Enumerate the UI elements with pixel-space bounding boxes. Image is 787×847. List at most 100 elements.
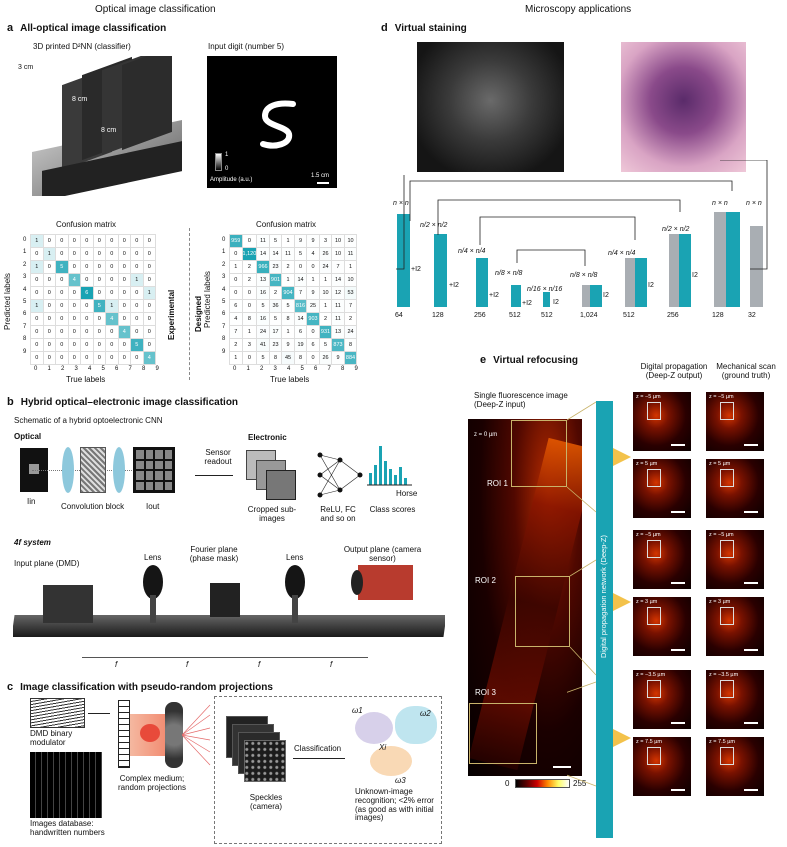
cm-cell: 5 [268, 312, 283, 326]
tile-scalebar [744, 722, 758, 724]
unet-layer-bar [543, 292, 550, 307]
cm-ytick: 2 [222, 261, 226, 268]
cm-cell: 5 [293, 247, 308, 261]
cm-xtick: 0 [233, 366, 237, 372]
panel-b-title: b Hybrid optical–electronic image classif… [7, 396, 239, 408]
lens1-label: Lens [144, 553, 162, 562]
cm-cell: 0 [306, 351, 320, 365]
unet-connectors [396, 160, 768, 270]
cm-cell: 0 [229, 273, 243, 287]
tile-roi-box [647, 607, 661, 625]
cm-cell: 0 [30, 312, 44, 326]
cm-cell: 1 [281, 325, 295, 339]
cm-cell: 0 [67, 286, 81, 300]
cm-cell: 11 [331, 299, 345, 313]
tile-scalebar [744, 511, 758, 513]
tile-roi-box [720, 607, 734, 625]
cm-cell: 931 [318, 325, 333, 339]
cm-cell: 0 [42, 260, 56, 274]
cm-cell: 10 [318, 286, 333, 300]
lens-icon-1 [62, 447, 74, 493]
cm-cell: 11 [256, 234, 270, 248]
cm-ytick: 7 [222, 323, 226, 330]
cm-xtick: 8 [341, 366, 345, 372]
cm-cell: 0 [117, 247, 131, 261]
cm-ytick: 0 [222, 237, 226, 243]
arrow-roi1 [613, 448, 631, 466]
cb-max-label: 255 [573, 779, 587, 788]
roi3-box [469, 703, 537, 764]
cm-cell: 0 [92, 338, 106, 352]
cm-cell: 13 [256, 273, 270, 287]
cm-cell: 0 [105, 234, 119, 248]
roi2-label: ROI 2 [475, 576, 496, 585]
panel-e-title: e Virtual refocusing [480, 354, 578, 366]
neural-net-icon [317, 452, 363, 498]
cm-cell: 14 [256, 247, 270, 261]
cm-cell: 0 [42, 312, 56, 326]
cm-cell: 16 [256, 286, 270, 300]
iout-label: Iout [146, 502, 160, 511]
speckles-label: Speckles (camera) [249, 793, 283, 811]
panel-a-title: a All-optical image classification [7, 22, 167, 34]
cm-cell: 0 [80, 234, 94, 248]
cm-cell: 0 [30, 286, 44, 300]
cm-cell: 0 [117, 312, 131, 326]
refocus-tile: z = 7.5 µm [633, 737, 691, 796]
cm-cell: 1 [42, 247, 56, 261]
cm-cell: 8 [293, 351, 308, 365]
electronic-label: Electronic [248, 433, 287, 442]
cm-ytick: 1 [222, 249, 226, 256]
cm-cell: 12 [331, 286, 345, 300]
cm-cell: 0 [55, 338, 69, 352]
cm-cell: 0 [142, 234, 156, 248]
cm-cell: 0 [117, 338, 131, 352]
unet-layer-bar [511, 285, 521, 307]
cm-cell: 0 [92, 286, 106, 300]
cm-cell: 0 [80, 299, 94, 313]
cm-xtick: 3 [273, 366, 277, 372]
confusion-matrix-designed: 959 0 11 5 1 9 9 3 10 10 0 1,120 14 14 11 5 4 26 10 11 1 2 966… [229, 234, 358, 365]
fluorescence-input-image [468, 419, 582, 776]
schematic-label: Schematic of a hybrid optoelectronic CNN [14, 416, 163, 425]
cropped-label: Cropped sub-images [247, 505, 297, 523]
unet-channel-label: 256 [474, 312, 486, 319]
tile-roi-box [647, 747, 661, 765]
cm-cell: 11 [343, 247, 358, 261]
z-label: z = −3.5 µm [636, 672, 666, 678]
cm-cell: 0 [42, 325, 56, 339]
cm-cell: 5 [281, 299, 295, 313]
cm-cell: 0 [55, 273, 69, 287]
cm-cell: 0 [80, 273, 94, 287]
dmd-arrow [88, 713, 110, 714]
tile-scalebar [744, 444, 758, 446]
cm-cell: 0 [80, 351, 94, 365]
cm-cell: 14 [293, 312, 308, 326]
tile-scalebar [744, 789, 758, 791]
unet-channel-label: 128 [432, 312, 444, 319]
input-digit-image: 1 0 Amplitude (a.u.) 1.5 cm [207, 56, 337, 188]
cm-cell: 10 [343, 234, 358, 248]
cm-cell: 6 [229, 299, 243, 313]
cm-cell: 901 [268, 273, 283, 287]
conv-block-label: Convolution block [61, 502, 125, 511]
cm-cell: 0 [67, 325, 81, 339]
roi-connectors [567, 401, 597, 787]
cm-xtick: 2 [260, 366, 264, 372]
cm-cell: 5 [55, 260, 69, 274]
refocus-tile: z = −5 µm [633, 530, 691, 589]
unet-dim-label: n/8 × n/8 [570, 272, 598, 279]
cm-xtick: 0 [34, 366, 38, 372]
cm-cell: 0 [130, 299, 144, 313]
unet-layer-bar [590, 285, 602, 307]
refocus-tile: z = 7.5 µm [706, 737, 764, 796]
cm-cell: 1 [229, 260, 243, 274]
cm-cell: 873 [331, 338, 345, 352]
cm-cell: 0 [130, 312, 144, 326]
cm-cell: 24 [256, 325, 270, 339]
tile-roi-box [647, 469, 661, 487]
deep-z-network-bar [596, 401, 613, 838]
cm-ytick: 5 [23, 299, 27, 305]
cm-cell: 23 [268, 260, 283, 274]
